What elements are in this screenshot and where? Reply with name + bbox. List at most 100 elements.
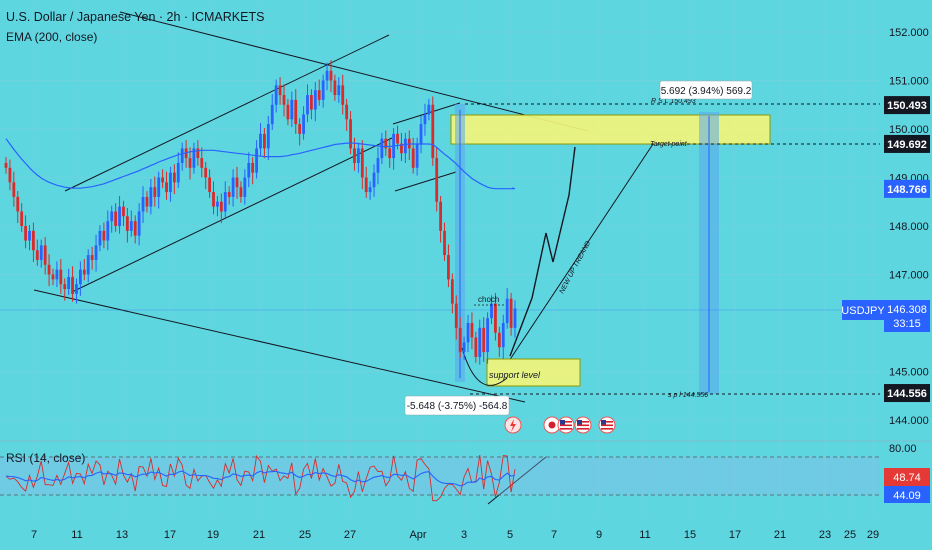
grid xyxy=(0,0,880,518)
candle-body xyxy=(388,148,392,159)
candle-body xyxy=(20,211,24,226)
candle-body xyxy=(458,327,462,353)
candle-body xyxy=(259,133,262,149)
rsl-label: R S L 150.493 xyxy=(651,98,696,105)
descending-line-lower xyxy=(33,289,526,403)
candle-body xyxy=(94,245,98,260)
candle-body xyxy=(231,177,235,197)
candle-body xyxy=(98,230,102,246)
candle-body xyxy=(466,323,470,343)
candle-body xyxy=(454,303,458,328)
countdown: 33:15 xyxy=(893,318,921,330)
candle-body xyxy=(204,167,208,178)
candle-body xyxy=(192,148,196,168)
price-tick: 147.000 xyxy=(889,270,929,282)
candle-body xyxy=(329,70,333,81)
candle-body xyxy=(212,192,215,207)
flag-icon-us-1 xyxy=(557,416,575,434)
candle-body xyxy=(129,221,133,231)
candle-body xyxy=(161,177,165,183)
candle-body xyxy=(149,187,153,207)
target-point-label: Target point xyxy=(650,141,688,148)
time-tick: 29 xyxy=(867,529,879,541)
rsi-line xyxy=(5,454,516,502)
time-tick: 13 xyxy=(116,529,128,541)
candle-body xyxy=(368,187,372,193)
candle-body xyxy=(360,148,364,178)
uptrend-line xyxy=(508,137,658,362)
candle-body xyxy=(298,124,302,134)
time-tick: 21 xyxy=(774,529,786,541)
spl-label: s p l 144.556 xyxy=(668,392,708,399)
candle-body xyxy=(78,269,82,285)
candle-body xyxy=(216,201,219,207)
candle-body xyxy=(450,279,454,304)
candle-body xyxy=(106,221,110,241)
current-price-tag[interactable]: USDJPY 146.308 33:15 xyxy=(841,300,930,332)
rsi-axis[interactable]: 80.00 48.74 44.09 xyxy=(884,443,930,503)
candle-body xyxy=(411,148,415,168)
candle-body xyxy=(364,177,368,193)
candle-body xyxy=(55,269,59,280)
time-tick: 17 xyxy=(729,529,741,541)
price-axis[interactable]: 152.000151.000150.000149.000148.000147.0… xyxy=(889,27,929,427)
candle-body xyxy=(497,332,501,348)
candle-body xyxy=(169,172,172,193)
candle-body xyxy=(274,85,278,105)
time-tick: 19 xyxy=(207,529,219,541)
flag-icon-us-2 xyxy=(574,416,592,434)
rsi-ma-line xyxy=(5,470,516,487)
candle-body xyxy=(110,211,114,222)
event-icons[interactable] xyxy=(504,416,616,434)
candle-body xyxy=(43,245,47,265)
price-label-bg xyxy=(884,96,930,115)
symbol-label: USDJPY xyxy=(841,305,885,317)
zones xyxy=(0,103,880,395)
price-label: 144.556 xyxy=(887,388,927,400)
candle-body xyxy=(90,255,94,260)
support-curve xyxy=(461,347,508,386)
target-zone xyxy=(450,114,771,145)
price-tick: 151.000 xyxy=(889,76,929,88)
price-label: 149.692 xyxy=(887,139,927,151)
candle-body xyxy=(8,167,12,183)
flag-icon-us-3 xyxy=(598,416,616,434)
flag-upper xyxy=(392,102,461,125)
candle-body xyxy=(251,162,255,173)
price-labels: 150.493 149.692 148.766 144.556 xyxy=(884,96,930,403)
candle-body xyxy=(372,172,376,188)
descending-line-upper xyxy=(119,11,589,132)
candle-body xyxy=(219,201,223,212)
time-tick: 9 xyxy=(596,529,602,541)
candle-body xyxy=(227,192,231,197)
candle-body xyxy=(137,211,141,236)
candle-body xyxy=(133,221,137,236)
chart-title: U.S. Dollar / Japanese Yen · 2h · ICMARK… xyxy=(6,10,265,24)
candle-body xyxy=(474,337,478,357)
candle-body xyxy=(356,148,360,163)
candle-body xyxy=(302,114,305,134)
target-measure-box[interactable]: 5.692 (3.94%) 569.2 xyxy=(659,80,753,100)
candle-body xyxy=(478,327,482,357)
candle-body xyxy=(313,90,317,110)
rsi-title: RSI (14, close) xyxy=(6,451,86,465)
price-label: 148.766 xyxy=(887,184,927,196)
current-price-value: 146.308 xyxy=(887,304,927,316)
indicator-label: EMA (200, close) xyxy=(6,30,98,44)
time-tick: 5 xyxy=(507,529,513,541)
candle-body xyxy=(63,284,67,290)
candle-body xyxy=(71,276,74,294)
candle-body xyxy=(51,274,55,280)
candle-body xyxy=(75,284,78,294)
candle-body xyxy=(345,104,349,120)
price-tick: 148.000 xyxy=(889,221,929,233)
stop-measure-box[interactable]: -5.648 (-3.75%) -564.8 xyxy=(404,395,510,416)
candle-body xyxy=(435,158,439,202)
time-tick: 7 xyxy=(31,529,37,541)
candle-body xyxy=(172,172,176,183)
candle-body xyxy=(141,196,145,212)
candle-body xyxy=(509,298,513,328)
time-axis[interactable]: 7 11 13 17 19 21 25 27 Apr 3 5 7 9 11 15 17 21 23 25 29 xyxy=(31,529,879,541)
rsi-tick: 80.00 xyxy=(889,443,917,455)
